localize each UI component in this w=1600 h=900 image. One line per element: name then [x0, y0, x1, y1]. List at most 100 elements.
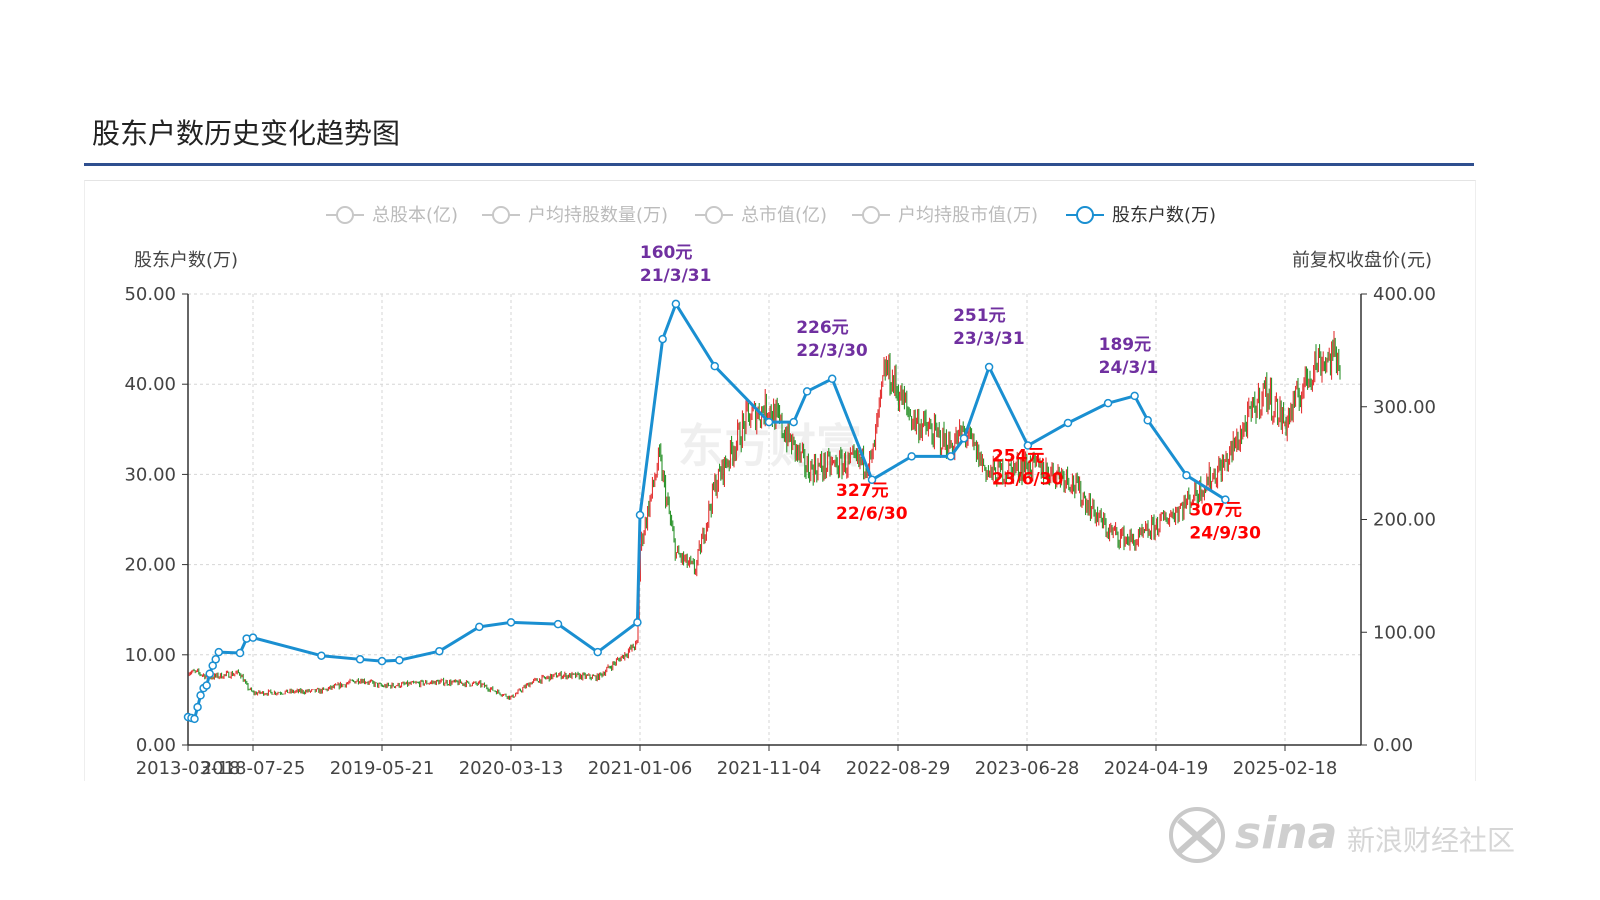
title-divider: [84, 163, 1474, 166]
annotation-price: 251元: [953, 306, 1006, 326]
holders-point: [395, 655, 404, 665]
holders-point: [190, 714, 199, 724]
holders-point: [475, 622, 484, 632]
holders-point: [658, 334, 667, 344]
holders-point: [553, 619, 563, 629]
holders-point: [1023, 441, 1033, 450]
holders-point: [635, 510, 645, 520]
holders-point: [248, 633, 258, 642]
holders-point: [1103, 398, 1113, 408]
y-left-tick-label: 20.00: [124, 555, 176, 576]
price-candles: [187, 331, 1341, 700]
holders-point: [1221, 495, 1230, 504]
sina-logo: sina 新浪财经社区: [1169, 807, 1515, 863]
y-left-axis-title: 股东户数(万): [134, 250, 238, 271]
annotation-price: 254元: [992, 447, 1044, 467]
holders-point: [959, 434, 969, 443]
x-tick-label: 2021-11-04: [717, 758, 822, 779]
x-tick-label: 2025-02-18: [1233, 758, 1338, 779]
y-right-axis-title: 前复权收盘价(元): [1292, 250, 1432, 271]
holders-line: [187, 302, 1227, 721]
legend-item: 户均持股市值(万): [852, 205, 1038, 226]
holders-point: [235, 648, 245, 658]
holders-point: [802, 387, 812, 396]
chart-annotations: 160元 21/3/31 226元 22/3/30 251元 23/3/31 189元 24/…: [640, 243, 1261, 544]
y-left-tick-label: 0.00: [136, 735, 176, 756]
sina-community-label: 新浪财经社区: [1347, 824, 1515, 857]
y-right-tick-label: 300.00: [1373, 397, 1436, 418]
holders-point: [946, 452, 956, 461]
holders-point: [984, 362, 994, 372]
y-right-tick-label: 100.00: [1373, 622, 1436, 643]
y-left-tick-label: 30.00: [124, 464, 176, 485]
x-tick-label: 2023-06-28: [975, 758, 1080, 779]
holders-point: [671, 299, 681, 309]
annotation-price: 189元: [1099, 335, 1152, 355]
annotation-date: 23/3/31: [953, 329, 1025, 349]
chart-axes: 0.00 10.00 20.00 30.00 40.00 50.00 0.00 100.00 2…: [124, 250, 1436, 779]
annotation-date: 21/3/31: [640, 266, 712, 286]
holders-point: [211, 655, 220, 664]
holders-point: [202, 681, 211, 690]
holders-point: [317, 651, 326, 660]
circle-line-icon: [705, 206, 723, 224]
annotation: 307元 24/9/30: [1189, 501, 1261, 544]
y-right-tick-label: 0.00: [1373, 735, 1413, 756]
holders-point: [827, 374, 837, 384]
annotation-date: 23/6/30: [992, 470, 1064, 490]
holders-point: [1130, 391, 1139, 401]
x-tick-label: 2018-07-25: [201, 758, 306, 779]
annotation-date: 22/3/30: [796, 341, 868, 361]
legend-item: 总市值(亿): [695, 205, 827, 226]
chart-legend: 总股本(亿) 户均持股数量(万) 总市值(亿) 户均持股市值(万) 股东户数(万): [326, 205, 1216, 226]
legend-label: 户均持股数量(万): [528, 205, 668, 226]
holders-point: [1063, 418, 1073, 428]
holders-point: [193, 702, 202, 712]
x-tick-label: 2022-08-29: [846, 758, 951, 779]
sina-brand: sina: [1235, 808, 1337, 859]
y-right-tick-label: 200.00: [1373, 510, 1436, 531]
holders-point: [907, 452, 916, 461]
legend-item: 户均持股数量(万): [482, 205, 668, 226]
holders-point: [710, 361, 720, 371]
holders-point: [355, 655, 365, 664]
x-tick-label: 2019-05-21: [330, 758, 435, 779]
circle-line-icon: [1076, 206, 1094, 224]
holders-point: [205, 669, 214, 678]
annotation-price: 327元: [836, 481, 889, 501]
chart-frame: [84, 180, 1476, 781]
annotation-date: 24/9/30: [1189, 524, 1261, 544]
holders-point: [1182, 471, 1191, 480]
holders-point: [789, 417, 798, 427]
holders-series: [183, 299, 1230, 724]
annotation: 251元 23/3/31: [953, 306, 1025, 349]
annotation-price: 160元: [640, 243, 693, 263]
annotation: 327元 22/6/30: [836, 481, 908, 524]
y-left-tick-label: 40.00: [124, 374, 176, 395]
y-right-tick-label: 400.00: [1373, 284, 1436, 305]
x-tick-label: 2020-03-13: [459, 758, 564, 779]
holders-point: [1143, 416, 1152, 425]
y-left-tick-label: 10.00: [124, 645, 176, 666]
x-tick-label: 2021-01-06: [588, 758, 693, 779]
annotation: 254元 23/6/30: [992, 447, 1064, 490]
legend-label: 总市值(亿): [741, 205, 827, 226]
holders-point: [867, 475, 877, 485]
annotation-price: 226元: [796, 318, 849, 338]
legend-label: 股东户数(万): [1112, 205, 1216, 226]
annotation-date: 24/3/1: [1099, 358, 1159, 378]
legend-item: 总股本(亿): [326, 205, 458, 226]
holders-point: [506, 618, 516, 627]
holders-point: [214, 647, 224, 657]
annotation-date: 22/6/30: [836, 504, 908, 524]
circle-line-icon: [492, 206, 510, 224]
holders-point: [593, 647, 602, 657]
legend-label: 户均持股市值(万): [898, 205, 1038, 226]
legend-item: 股东户数(万): [1066, 205, 1216, 226]
sina-eye-icon: [1169, 807, 1225, 863]
chart-grid: [188, 293, 1361, 745]
circle-line-icon: [862, 206, 880, 224]
x-tick-label: 2024-04-19: [1104, 758, 1209, 779]
annotation: 226元 22/3/30: [796, 318, 868, 361]
